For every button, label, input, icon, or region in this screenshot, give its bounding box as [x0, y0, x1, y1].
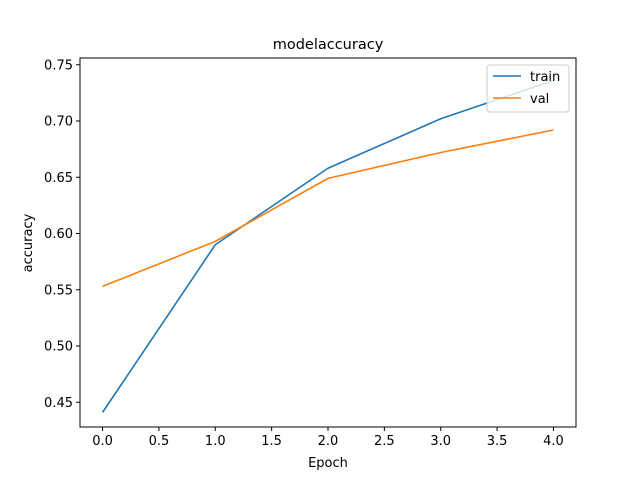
y-axis-label: accuracy [21, 213, 36, 272]
y-tick-label: 0.45 [44, 396, 73, 411]
x-tick-label: 2.0 [318, 434, 339, 449]
y-tick-label: 0.55 [44, 283, 73, 298]
y-axis-ticks: 0.45 0.50 0.55 0.60 0.65 0.70 0.75 [44, 58, 80, 411]
series-line-train [101, 79, 554, 413]
x-tick-label: 0.0 [92, 434, 113, 449]
legend-label-val: val [530, 92, 549, 107]
legend: train val [486, 64, 570, 113]
y-tick-label: 0.65 [44, 171, 73, 186]
x-tick-label: 3.5 [487, 434, 508, 449]
series-lines [101, 79, 554, 413]
x-tick-label: 1.0 [205, 434, 226, 449]
legend-label-train: train [530, 70, 560, 85]
x-tick-label: 1.5 [261, 434, 282, 449]
x-tick-label: 4.0 [543, 434, 564, 449]
x-tick-label: 0.5 [149, 434, 170, 449]
y-tick-label: 0.70 [44, 115, 73, 130]
x-axis-ticks: 0.0 0.5 1.0 1.5 2.0 2.5 3.0 3.5 4.0 [92, 427, 564, 449]
x-tick-label: 3.0 [430, 434, 451, 449]
y-tick-label: 0.75 [44, 58, 73, 73]
x-axis-label: Epoch [308, 456, 348, 471]
x-tick-label: 2.5 [374, 434, 395, 449]
plot-frame [79, 57, 577, 428]
chart-title: modelaccuracy [273, 37, 384, 53]
y-tick-label: 0.50 [44, 340, 73, 355]
series-line-val [102, 129, 554, 288]
y-tick-label: 0.60 [44, 227, 73, 242]
